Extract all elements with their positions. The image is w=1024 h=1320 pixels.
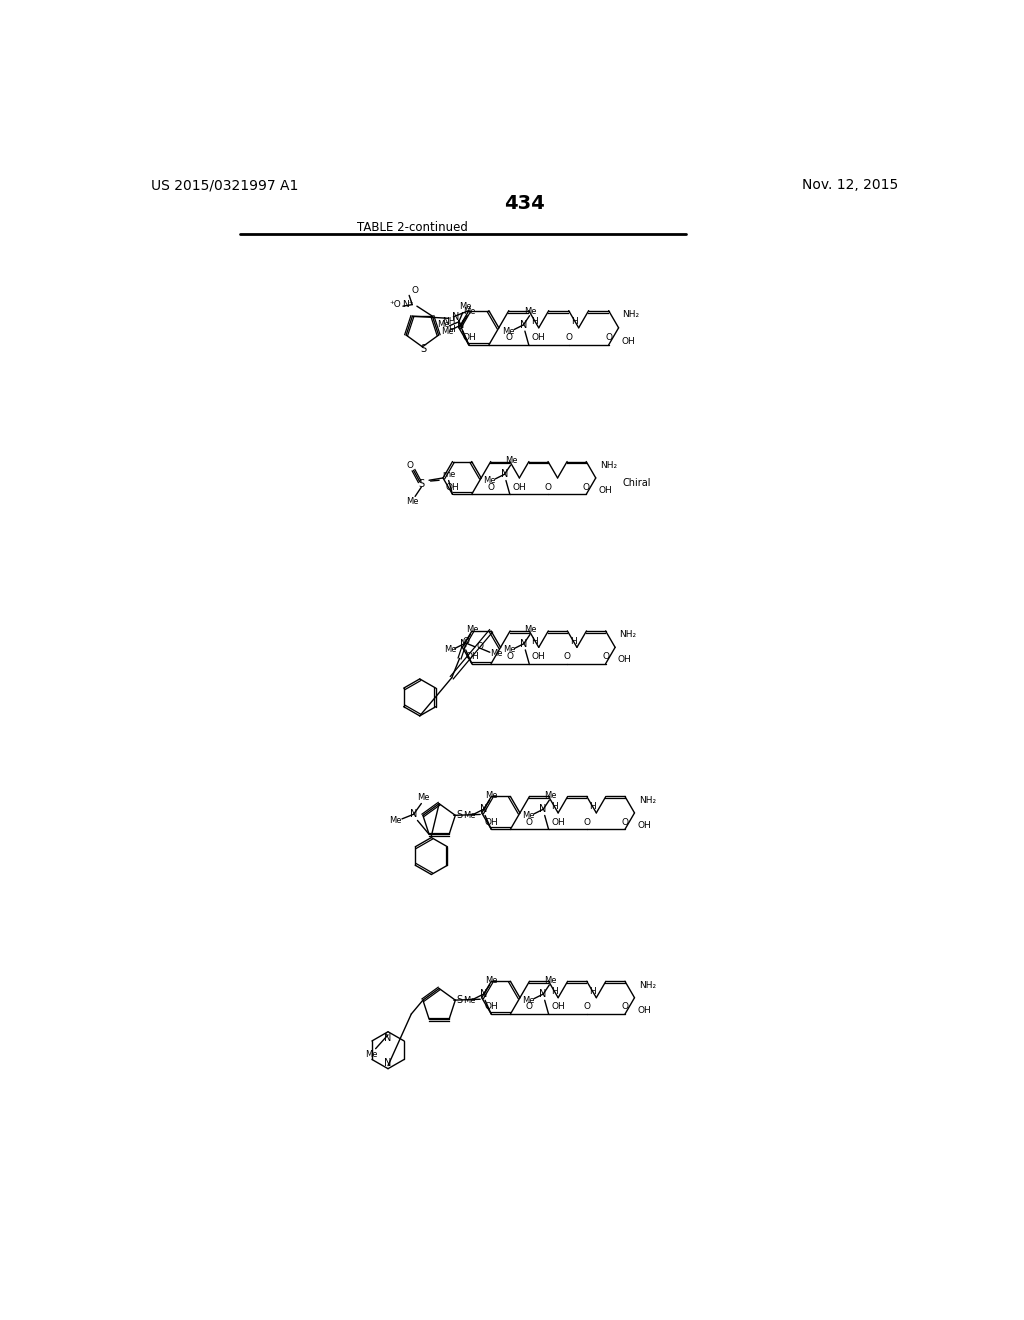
Text: NH: NH — [442, 317, 456, 326]
Text: Me: Me — [503, 326, 515, 335]
Text: N: N — [540, 989, 547, 999]
Text: N: N — [480, 804, 487, 814]
Text: H: H — [589, 803, 596, 812]
Text: me: me — [442, 470, 456, 479]
Text: OH: OH — [599, 486, 612, 495]
Text: OH: OH — [531, 652, 546, 661]
Text: ⁺O: ⁺O — [389, 300, 401, 309]
Text: Nov. 12, 2015: Nov. 12, 2015 — [802, 178, 898, 193]
Text: Me: Me — [459, 302, 471, 312]
Text: N: N — [384, 1032, 392, 1043]
Text: OH: OH — [621, 337, 635, 346]
Text: Me: Me — [463, 995, 476, 1005]
Text: Me: Me — [441, 326, 454, 335]
Text: N: N — [461, 639, 468, 648]
Text: Me: Me — [489, 648, 502, 657]
Text: Me: Me — [444, 645, 457, 655]
Text: O: O — [545, 483, 552, 491]
Text: OH: OH — [484, 1002, 498, 1011]
Text: O: O — [505, 333, 512, 342]
Text: OH: OH — [465, 652, 479, 661]
Text: H: H — [531, 636, 539, 645]
Text: O: O — [565, 333, 572, 342]
Text: S: S — [456, 810, 462, 820]
Text: O: O — [602, 652, 609, 661]
Text: Me: Me — [505, 455, 517, 465]
Text: OH: OH — [551, 817, 565, 826]
Text: S: S — [418, 479, 424, 490]
Text: OH: OH — [484, 817, 498, 826]
Text: Me: Me — [463, 810, 476, 820]
Text: S: S — [456, 995, 462, 1005]
Text: Me: Me — [437, 321, 450, 330]
Text: O: O — [605, 333, 612, 342]
Text: Me: Me — [522, 995, 535, 1005]
Text: N: N — [410, 809, 418, 820]
Text: Me: Me — [417, 793, 429, 801]
Text: Me: Me — [524, 626, 537, 635]
Text: O: O — [487, 483, 495, 491]
Text: N: N — [519, 319, 527, 330]
Text: TABLE 2-continued: TABLE 2-continued — [356, 222, 468, 234]
Text: OH: OH — [462, 333, 476, 342]
Text: O: O — [411, 286, 418, 296]
Text: O: O — [584, 817, 590, 826]
Text: N: N — [480, 989, 487, 999]
Text: NH₂: NH₂ — [623, 310, 640, 319]
Text: Me: Me — [466, 626, 478, 635]
Text: H: H — [531, 317, 539, 326]
Text: O: O — [622, 817, 629, 826]
Text: O: O — [526, 1002, 532, 1011]
Text: Me: Me — [483, 477, 496, 484]
Text: N: N — [520, 639, 527, 648]
Text: OH: OH — [618, 656, 632, 664]
Text: O: O — [564, 652, 571, 661]
Text: O: O — [477, 643, 484, 651]
Text: N: N — [452, 313, 460, 322]
Text: O: O — [526, 817, 532, 826]
Text: O: O — [583, 483, 590, 491]
Text: N: N — [384, 1057, 392, 1068]
Text: Me: Me — [485, 791, 498, 800]
Text: N: N — [458, 319, 465, 330]
Text: H: H — [571, 317, 579, 326]
Text: Me: Me — [544, 791, 556, 800]
Text: Me: Me — [365, 1051, 377, 1060]
Text: OH: OH — [637, 1006, 651, 1015]
Text: US 2015/0321997 A1: US 2015/0321997 A1 — [152, 178, 299, 193]
Text: N⁺: N⁺ — [401, 300, 414, 309]
Text: Me: Me — [524, 306, 537, 315]
Text: N: N — [540, 804, 547, 814]
Text: H: H — [449, 325, 456, 334]
Text: H: H — [551, 803, 558, 812]
Text: Me: Me — [406, 496, 418, 506]
Text: NH₂: NH₂ — [620, 630, 637, 639]
Text: Chiral: Chiral — [623, 478, 651, 488]
Text: OH: OH — [637, 821, 651, 830]
Text: Me: Me — [522, 810, 535, 820]
Text: Me: Me — [389, 816, 401, 825]
Text: Me: Me — [463, 306, 475, 315]
Text: Me: Me — [503, 645, 515, 655]
Text: Me: Me — [544, 975, 556, 985]
Text: OH: OH — [551, 1002, 565, 1011]
Text: OH: OH — [512, 483, 526, 491]
Text: O: O — [584, 1002, 590, 1011]
Text: O: O — [407, 461, 414, 470]
Text: O: O — [462, 638, 469, 645]
Text: 434: 434 — [505, 194, 545, 213]
Text: H: H — [569, 636, 577, 645]
Text: NH₂: NH₂ — [639, 796, 656, 805]
Text: O: O — [622, 1002, 629, 1011]
Text: S: S — [421, 345, 427, 354]
Text: Me: Me — [485, 975, 498, 985]
Text: OH: OH — [531, 333, 546, 342]
Text: N: N — [501, 470, 508, 479]
Text: NH₂: NH₂ — [639, 981, 656, 990]
Text: NH₂: NH₂ — [600, 461, 617, 470]
Text: H: H — [551, 987, 558, 997]
Text: OH: OH — [445, 483, 460, 491]
Text: H: H — [589, 987, 596, 997]
Text: O: O — [507, 652, 514, 661]
